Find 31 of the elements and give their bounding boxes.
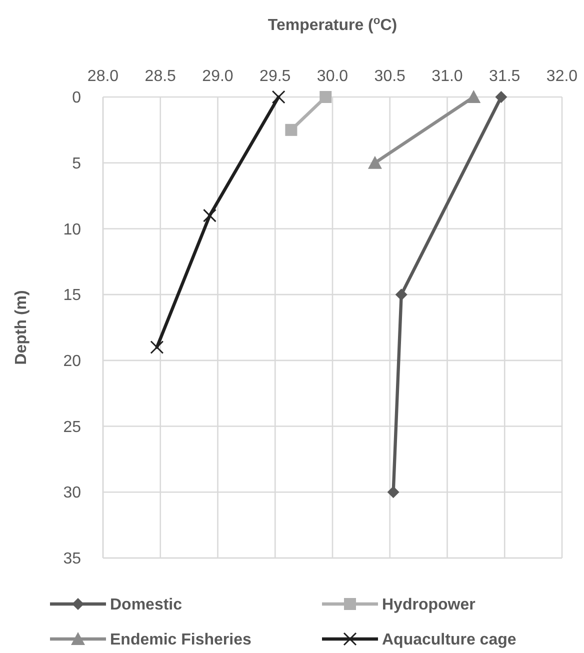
y-tick-label: 5 xyxy=(72,155,82,172)
point xyxy=(387,486,400,498)
x-tick-label: 30.0 xyxy=(316,68,348,85)
y-axis-title: Depth (m) xyxy=(13,290,30,365)
y-tick-label: 15 xyxy=(63,287,82,304)
legend-label: Hydropower xyxy=(382,596,476,614)
x-tick-label: 28.5 xyxy=(144,68,176,85)
y-tick-label: 20 xyxy=(63,353,82,370)
y-tick-label: 35 xyxy=(63,550,82,568)
x-tick-label: 30.5 xyxy=(374,68,406,85)
point xyxy=(202,208,216,222)
legend-label: Aquaculture cage xyxy=(382,632,516,649)
point xyxy=(320,91,332,103)
x-axis-title: Temperature ($^{o}$C) xyxy=(268,15,398,34)
x-tick-label: 32.0 xyxy=(546,68,578,85)
x-tick-label: 31.5 xyxy=(489,68,520,85)
x-tick-label: 29.5 xyxy=(260,68,291,85)
y-tick-label: 30 xyxy=(63,484,82,502)
point xyxy=(150,340,164,354)
y-tick-label: 25 xyxy=(63,418,82,436)
x-tick-label: 28.0 xyxy=(87,68,119,85)
x-tick-label: 31.0 xyxy=(432,68,463,85)
x-tick-label: 29.0 xyxy=(202,68,234,85)
y-tick-label: 0 xyxy=(72,90,82,107)
point xyxy=(272,90,286,104)
y-tick-label: 10 xyxy=(63,221,82,238)
point xyxy=(495,91,508,103)
point xyxy=(395,288,408,301)
legend-label: Domestic xyxy=(110,596,182,614)
legend-label: Endemic Fisheries xyxy=(110,632,252,649)
point xyxy=(285,124,298,136)
